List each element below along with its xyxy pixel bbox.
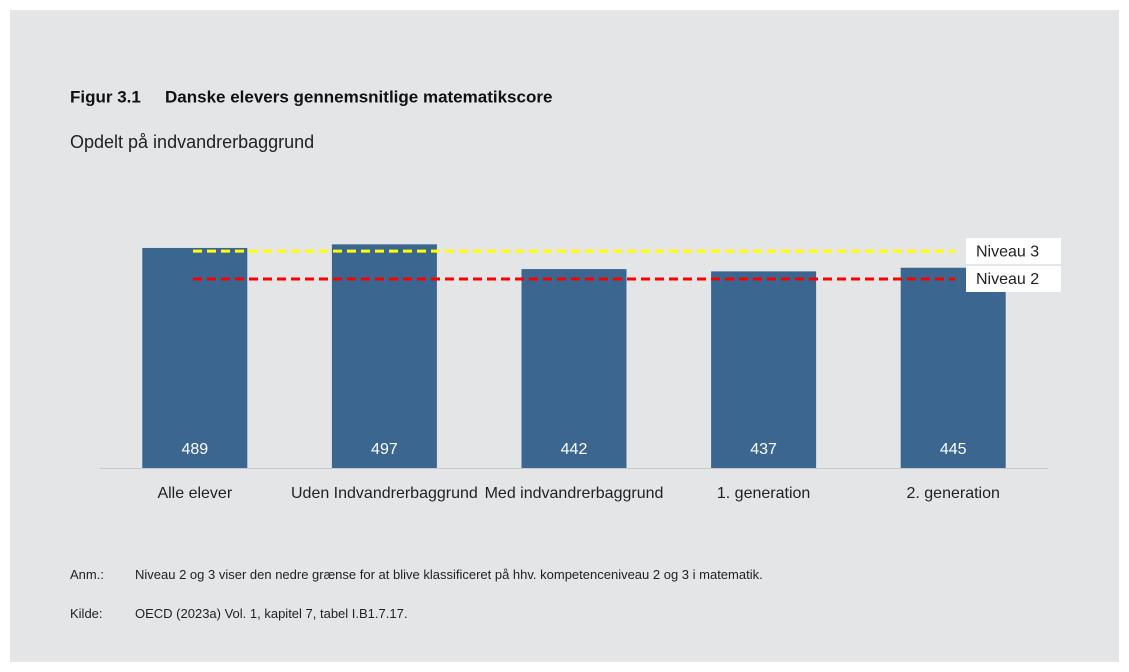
value-label: 437 xyxy=(750,441,777,458)
figure-label: Figur 3.1 xyxy=(70,87,141,106)
reference-label-box xyxy=(966,266,1061,292)
note-label: Anm.: xyxy=(70,567,104,582)
note-text: Niveau 2 og 3 viser den nedre grænse for… xyxy=(135,567,763,582)
reference-label: Niveau 2 xyxy=(976,271,1039,288)
bar xyxy=(711,271,817,468)
reference-label-box xyxy=(966,238,1061,265)
x-tick-label: 1. generation xyxy=(716,485,811,502)
chart-title: Danske elevers gennemsnitlige matematiks… xyxy=(165,87,552,106)
x-tick-label: 2. generation xyxy=(906,485,1000,502)
bar xyxy=(331,244,437,468)
bar xyxy=(900,267,1006,468)
x-tick-label: Med indvandrerbaggrund xyxy=(484,485,664,502)
value-label: 445 xyxy=(940,441,967,458)
bar xyxy=(521,269,627,468)
value-label: 489 xyxy=(181,441,208,458)
bar xyxy=(142,247,248,468)
note-text: OECD (2023a) Vol. 1, kapitel 7, tabel I.… xyxy=(135,606,408,621)
reference-label: Niveau 3 xyxy=(976,243,1039,260)
chart-subtitle: Opdelt på indvandrerbaggrund xyxy=(70,132,314,152)
x-tick-label: Alle elever xyxy=(157,485,233,502)
note-label: Kilde: xyxy=(70,606,103,621)
value-label: 442 xyxy=(561,441,588,458)
x-tick-label: Uden Indvandrerbaggrund xyxy=(290,485,478,502)
value-label: 497 xyxy=(371,441,398,458)
